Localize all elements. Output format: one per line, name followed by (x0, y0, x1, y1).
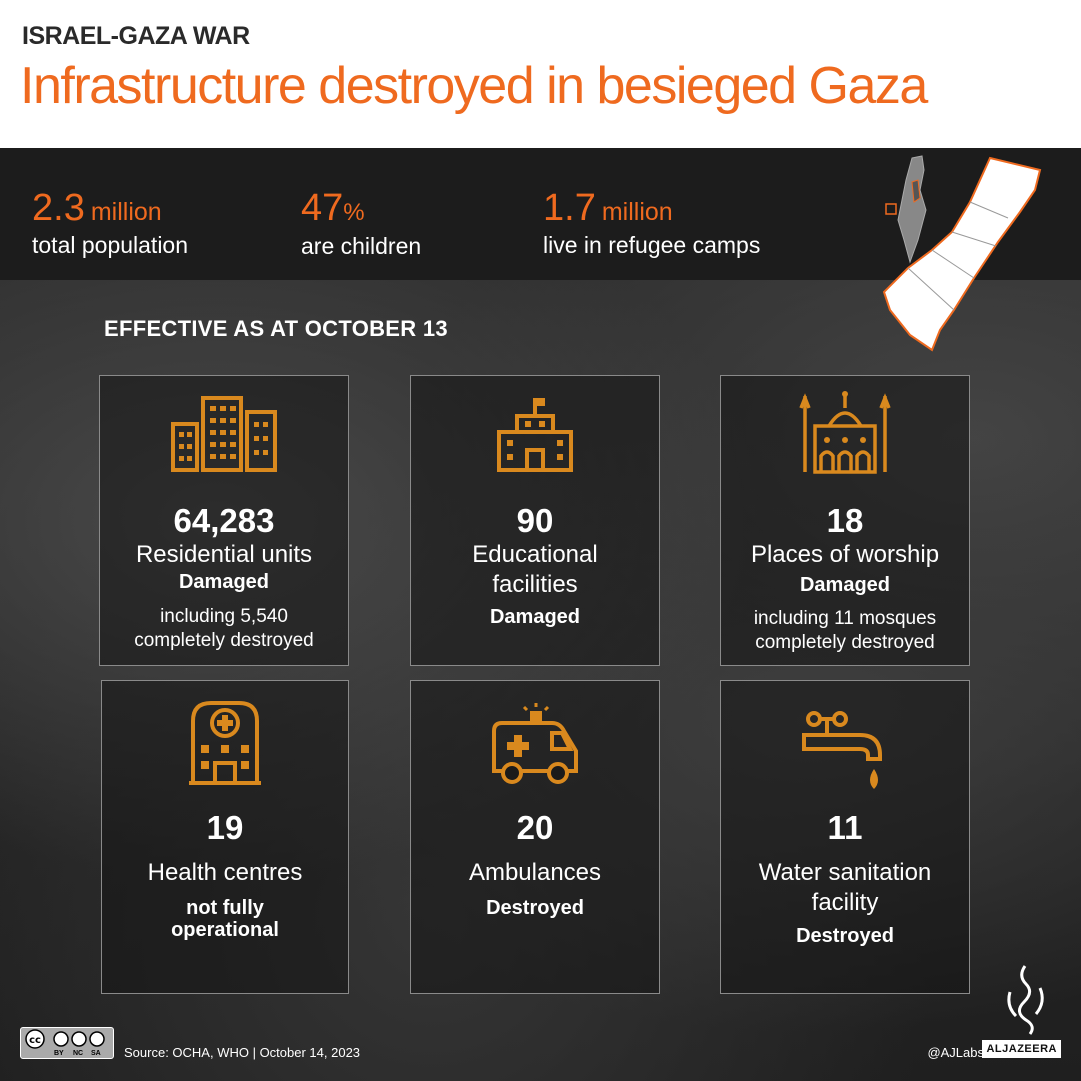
header: ISRAEL-GAZA WAR Infrastructure destroyed… (0, 0, 1081, 148)
source-note: Source: OCHA, WHO | October 14, 2023 (124, 1045, 361, 1060)
card-number: 18 (826, 502, 864, 539)
card-status: Destroyed (486, 897, 584, 919)
cc-sa-label: SA (91, 1050, 101, 1057)
card-worship: 18 Places of worship Damaged including 1… (720, 375, 970, 666)
hospital-icon (189, 701, 261, 785)
residential-buildings-icon (171, 396, 277, 472)
stat-value: 47 (301, 187, 344, 229)
stat-value: 1.7 (543, 187, 596, 229)
effective-date: EFFECTIVE AS AT OCTOBER 13 (104, 316, 448, 341)
card-description: Ambulances (468, 859, 602, 886)
school-icon (497, 398, 573, 472)
card-status: Destroyed (796, 925, 894, 947)
stat-refugees: 1.7 million live in refugee camps (543, 188, 760, 259)
card-description: Educational (472, 541, 598, 568)
ambulance-icon (492, 703, 578, 784)
card-education: 90 Educational facilities Damaged (410, 375, 660, 666)
cc-nc-label: NC (73, 1050, 84, 1057)
creative-commons-badge: cc BY NC SA (20, 1027, 114, 1059)
card-number: 20 (516, 809, 554, 846)
cc-by-label: BY (54, 1050, 64, 1057)
aljazeera-wordmark: ALJAZEERA (982, 1040, 1061, 1058)
stat-unit: million (601, 198, 673, 226)
card-description: Places of worship (750, 541, 940, 568)
card-description: Water sanitation (758, 859, 932, 886)
card-status: Damaged (799, 574, 891, 596)
card-status: not fully (186, 897, 264, 919)
stat-population: 2.3 million total population (32, 188, 188, 259)
svg-text:cc: cc (29, 1035, 41, 1046)
card-number: 19 (206, 809, 244, 846)
stat-unit: % (343, 199, 365, 226)
cc-license-icon: cc (25, 1029, 105, 1049)
card-description: facilities (492, 571, 578, 598)
page-title: Infrastructure destroyed in besieged Gaz… (20, 57, 928, 115)
mosque-icon (799, 391, 891, 474)
aljazeera-logo-icon (1007, 965, 1044, 1035)
stat-value: 2.3 (32, 187, 85, 229)
stat-label: are children (301, 233, 422, 259)
stat-unit: million (90, 198, 162, 226)
aj-labs-handle: @AJLabs (927, 1045, 984, 1060)
card-number: 64,283 (173, 502, 275, 539)
gaza-map-icon (882, 155, 1042, 352)
card-number: 11 (827, 809, 863, 846)
water-tap-icon (802, 711, 882, 789)
card-health: 19 Health centres not fully operational (101, 680, 349, 994)
card-residential: 64,283 Residential units Damaged includi… (99, 375, 349, 666)
stat-children: 47% are children (301, 188, 421, 260)
card-description: Health centres (147, 859, 303, 886)
card-number: 90 (516, 502, 554, 539)
card-extra-line: including 11 mosques (753, 608, 937, 629)
card-description: facility (811, 889, 879, 916)
stat-label: live in refugee camps (543, 232, 761, 258)
stat-label: total population (32, 232, 189, 258)
card-extra-line: including 5,540 (160, 606, 288, 627)
card-status: Damaged (489, 606, 581, 628)
card-extra-line: completely destroyed (134, 630, 314, 651)
card-status: operational (171, 919, 279, 941)
card-status: Damaged (178, 571, 270, 593)
kicker: ISRAEL-GAZA WAR (22, 22, 250, 50)
card-extra-line: completely destroyed (755, 632, 935, 653)
card-ambulances: 20 Ambulances Destroyed (410, 680, 660, 994)
card-water: 11 Water sanitation facility Destroyed (720, 680, 970, 994)
card-description: Residential units (135, 541, 313, 568)
